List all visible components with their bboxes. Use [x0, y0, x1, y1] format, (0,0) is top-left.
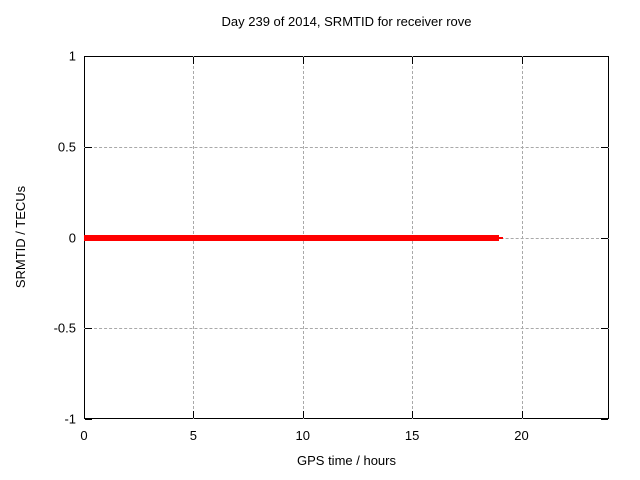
- x-tick-bottom: [84, 411, 85, 418]
- series-line-srmtid: [84, 234, 499, 241]
- y-tick-left: [85, 56, 92, 57]
- x-tick-label: 0: [80, 428, 88, 443]
- x-tick-top: [521, 57, 523, 64]
- x-tick-bottom: [412, 411, 414, 418]
- y-tick-right: [601, 56, 608, 57]
- y-tick-label: 1: [68, 48, 76, 64]
- x-tick-label: 10: [295, 428, 310, 443]
- chart-title: Day 239 of 2014, SRMTID for receiver rov…: [221, 14, 472, 29]
- x-tick-bottom: [302, 411, 304, 418]
- y-tick-right: [601, 419, 608, 420]
- y-tick-right: [601, 146, 608, 148]
- y-tick-left: [85, 328, 92, 330]
- y-tick-left: [85, 419, 92, 420]
- x-tick-top: [302, 57, 304, 64]
- y-tick-label: 0.5: [57, 139, 76, 155]
- x-tick-label: 5: [189, 428, 197, 443]
- y-gridline: [84, 328, 609, 330]
- x-tick-bottom: [193, 411, 195, 418]
- x-tick-label: 20: [514, 428, 529, 443]
- y-tick-label: 0: [68, 230, 76, 245]
- y-tick-left: [85, 146, 92, 148]
- y-gridline: [84, 146, 609, 148]
- x-tick-label: 15: [404, 428, 420, 443]
- series-line-srmtid: [498, 236, 503, 239]
- x-tick-top: [193, 57, 195, 64]
- x-tick-top: [84, 57, 85, 64]
- x-tick-bottom: [521, 411, 523, 418]
- x-tick-top: [412, 57, 414, 64]
- x-axis-label: GPS time / hours: [297, 453, 396, 468]
- y-tick-label: -1: [64, 411, 76, 427]
- y-tick-right: [601, 237, 608, 239]
- y-tick-right: [601, 328, 608, 330]
- y-tick-label: -0.5: [53, 320, 76, 336]
